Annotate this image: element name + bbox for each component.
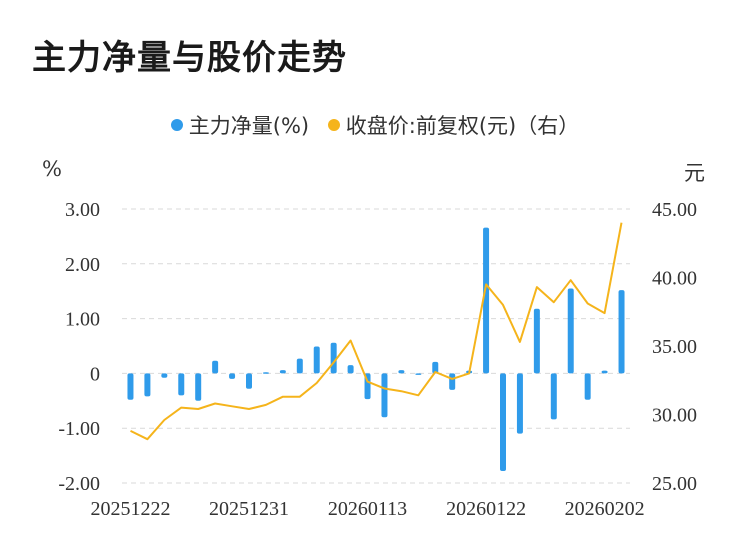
axis-layer: 3.00 2.00 1.00 0 -1.00 -2.00 45.00 40.00 35.00 30… [58, 199, 697, 520]
right-tick-label: 35.00 [652, 336, 697, 358]
bar [449, 373, 456, 390]
right-tick-label: 40.00 [652, 268, 697, 290]
bar [601, 370, 608, 374]
x-tick-label: 20251231 [209, 498, 289, 520]
bar [347, 365, 354, 374]
right-tick-label: 45.00 [652, 199, 697, 221]
right-tick-label: 25.00 [652, 473, 697, 495]
bar [229, 373, 236, 379]
bar [144, 373, 151, 397]
left-tick-label: -2.00 [58, 473, 100, 495]
legend: 主力净量(%) 收盘价:前复权(元)（右） [0, 110, 750, 140]
left-tick-label: 2.00 [65, 254, 100, 276]
bar [584, 373, 591, 400]
legend-item-close-price[interactable]: 收盘价:前复权(元)（右） [327, 110, 580, 140]
bar-layer [127, 227, 625, 471]
legend-label-close-price: 收盘价:前复权(元)（右） [345, 114, 580, 138]
bar [483, 227, 490, 374]
bar [127, 373, 134, 400]
x-tick-label: 20260202 [565, 498, 645, 520]
right-tick-label: 30.00 [652, 405, 697, 427]
bar [550, 373, 557, 420]
bar [398, 370, 405, 374]
bar [415, 373, 422, 375]
legend-dot-bar [170, 119, 183, 131]
bar [500, 373, 506, 471]
grid-layer [122, 208, 630, 484]
bar [195, 373, 202, 401]
x-tick-label: 20251222 [90, 498, 170, 520]
left-tick-label: 3.00 [65, 199, 100, 221]
bar [618, 290, 625, 374]
left-tick-label: 1.00 [65, 309, 100, 331]
price-line [130, 222, 623, 441]
bar [313, 346, 320, 374]
bar [516, 373, 523, 434]
bar [432, 361, 439, 374]
legend-item-main-net[interactable]: 主力净量(%) [170, 110, 310, 140]
bar [262, 372, 269, 374]
bar [533, 308, 540, 374]
bar [381, 373, 388, 418]
left-axis-unit: % [42, 157, 62, 181]
bar [567, 288, 574, 374]
bar [296, 358, 303, 374]
left-tick-label: 0 [90, 363, 100, 385]
legend-label-main-net: 主力净量(%) [188, 114, 310, 138]
bar [212, 360, 219, 374]
bar [246, 373, 252, 389]
bar [178, 373, 185, 396]
x-tick-label: 20260122 [446, 498, 526, 520]
x-tick-label: 20260113 [328, 498, 407, 520]
legend-dot-line [327, 119, 340, 131]
bar [279, 370, 286, 374]
right-axis-unit: 元 [684, 161, 705, 185]
bar [330, 342, 337, 374]
line-layer [130, 222, 623, 441]
left-tick-label: -1.00 [58, 418, 100, 440]
bar [161, 373, 168, 378]
chart-title: 主力净量与股价走势 [32, 38, 347, 78]
